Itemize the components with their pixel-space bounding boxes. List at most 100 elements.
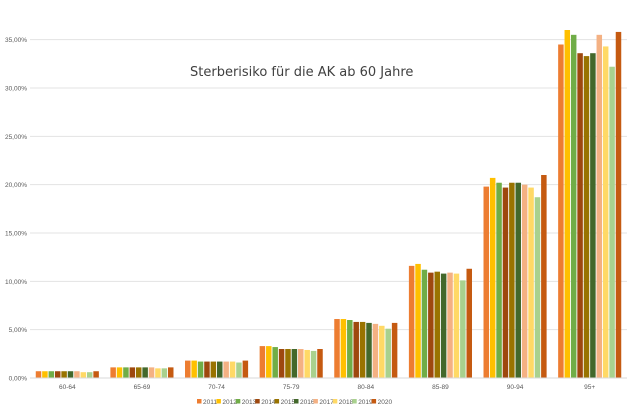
legend-swatch bbox=[371, 399, 377, 404]
bar-95+-2011 bbox=[558, 44, 564, 378]
bar-80-84-2011 bbox=[334, 319, 340, 378]
bar-75-79-2019 bbox=[310, 350, 317, 378]
bar-75-79-2016 bbox=[291, 349, 298, 378]
bar-80-84-2013 bbox=[347, 320, 353, 378]
legend-swatch bbox=[352, 399, 357, 404]
x-tick-label: 95+ bbox=[584, 384, 595, 391]
y-tick-label: 15,00% bbox=[5, 231, 27, 238]
bar-90-94-2011 bbox=[483, 186, 490, 378]
legend-label: 2015 bbox=[281, 399, 296, 406]
bar-95+-2015 bbox=[583, 56, 590, 378]
bar-65-69-2017 bbox=[148, 367, 155, 378]
legend-label: 2016 bbox=[300, 399, 315, 406]
bar-75-79-2018 bbox=[304, 349, 310, 378]
bar-90-94-2014 bbox=[502, 187, 509, 378]
bar-85-89-2015 bbox=[434, 271, 440, 378]
bar-65-69-2015 bbox=[135, 367, 142, 378]
y-tick-label: 25,00% bbox=[5, 134, 27, 141]
bar-75-79-2012 bbox=[266, 346, 272, 378]
bar-90-94-2020 bbox=[541, 175, 547, 378]
bar-60-64-2013 bbox=[48, 371, 55, 378]
bar-95+-2020 bbox=[615, 31, 622, 379]
bar-75-79-2013 bbox=[272, 347, 278, 378]
x-axis-ticks: 60-64 65-69 70-74 75-79 80-84 85-89 90-94 95+ bbox=[59, 384, 595, 391]
bar-85-89-2011 bbox=[408, 265, 415, 378]
bar-65-69-2011 bbox=[110, 367, 116, 378]
bar-70-74-2013 bbox=[197, 361, 204, 378]
bar-65-69-2013 bbox=[123, 367, 129, 378]
bar-65-69-2020 bbox=[167, 367, 174, 378]
bar-85-89-2016 bbox=[440, 273, 447, 378]
x-tick-label: 75-79 bbox=[283, 384, 300, 391]
bar-90-94-2015 bbox=[509, 182, 515, 378]
bar-60-64-2015 bbox=[61, 371, 67, 378]
bar-65-69-2018 bbox=[155, 368, 161, 378]
bar-90-94-2019 bbox=[534, 197, 541, 378]
bar-70-74-2011 bbox=[185, 360, 191, 378]
x-tick-label: 80-84 bbox=[358, 384, 375, 391]
legend-swatch bbox=[197, 399, 202, 404]
bar-80-84-2017 bbox=[372, 323, 379, 378]
bar-80-84-2014 bbox=[353, 321, 359, 378]
legend-label: 2014 bbox=[261, 399, 276, 406]
bar-60-64-2012 bbox=[42, 371, 48, 378]
bar-80-84-2020 bbox=[391, 322, 398, 378]
bar-60-64-2017 bbox=[74, 371, 80, 378]
bars bbox=[35, 30, 622, 379]
y-axis-ticks: 0,00% 5,00% 10,00% 15,00% 20,00% 25,00% 30,00%… bbox=[5, 37, 27, 382]
y-tick-label: 10,00% bbox=[5, 279, 27, 286]
x-tick-label: 65-69 bbox=[134, 384, 151, 391]
bar-70-74-2015 bbox=[210, 361, 217, 378]
y-tick-label: 5,00% bbox=[9, 327, 28, 334]
bar-60-64-2016 bbox=[67, 371, 74, 378]
legend-swatch bbox=[235, 399, 241, 404]
bar-80-84-2019 bbox=[385, 328, 391, 378]
bar-95+-2018 bbox=[602, 46, 609, 379]
bar-70-74-2019 bbox=[236, 362, 242, 378]
legend-swatch bbox=[294, 399, 299, 404]
bar-90-94-2013 bbox=[496, 182, 502, 378]
bar-85-89-2018 bbox=[453, 273, 460, 378]
x-tick-label: 85-89 bbox=[432, 384, 449, 391]
bar-85-89-2012 bbox=[415, 263, 421, 378]
bar-85-89-2014 bbox=[428, 272, 434, 378]
bar-85-89-2013 bbox=[421, 269, 428, 378]
bar-85-89-2019 bbox=[460, 280, 466, 378]
x-tick-label: 60-64 bbox=[59, 384, 76, 391]
bar-60-64-2014 bbox=[54, 371, 61, 378]
bar-70-74-2017 bbox=[223, 361, 229, 378]
bar-95+-2013 bbox=[570, 34, 577, 378]
legend-label: 2017 bbox=[319, 399, 334, 406]
bar-90-94-2012 bbox=[489, 177, 496, 378]
bar-95+-2016 bbox=[590, 53, 596, 378]
bar-80-84-2012 bbox=[340, 319, 347, 378]
bar-85-89-2020 bbox=[466, 268, 472, 378]
x-tick-label: 90-94 bbox=[507, 384, 524, 391]
y-tick-label: 30,00% bbox=[5, 86, 27, 93]
bar-90-94-2018 bbox=[528, 187, 534, 378]
bar-80-84-2018 bbox=[379, 325, 385, 378]
bar-70-74-2016 bbox=[217, 361, 223, 378]
y-tick-label: 20,00% bbox=[5, 182, 27, 189]
bar-65-69-2014 bbox=[129, 367, 136, 378]
bar-60-64-2019 bbox=[86, 372, 93, 378]
bar-75-79-2014 bbox=[278, 349, 285, 378]
bar-90-94-2016 bbox=[515, 182, 522, 378]
bar-65-69-2012 bbox=[116, 367, 123, 378]
legend-label: 2011 bbox=[203, 399, 217, 406]
bar-75-79-2017 bbox=[298, 349, 304, 378]
legend-label: 2012 bbox=[222, 399, 237, 406]
bar-70-74-2014 bbox=[204, 361, 210, 378]
legend-label: 2018 bbox=[339, 399, 354, 406]
bar-75-79-2015 bbox=[285, 349, 291, 378]
gridlines bbox=[30, 39, 627, 331]
legend-label: 2019 bbox=[358, 399, 373, 406]
bar-60-64-2020 bbox=[93, 371, 99, 378]
bar-80-84-2015 bbox=[359, 321, 366, 378]
bar-70-74-2018 bbox=[229, 361, 236, 378]
x-tick-label: 70-74 bbox=[208, 384, 225, 391]
chart-title: Sterberisiko für die AK ab 60 Jahre bbox=[190, 65, 413, 80]
bar-65-69-2016 bbox=[142, 367, 148, 378]
legend-label: 2020 bbox=[378, 399, 393, 406]
